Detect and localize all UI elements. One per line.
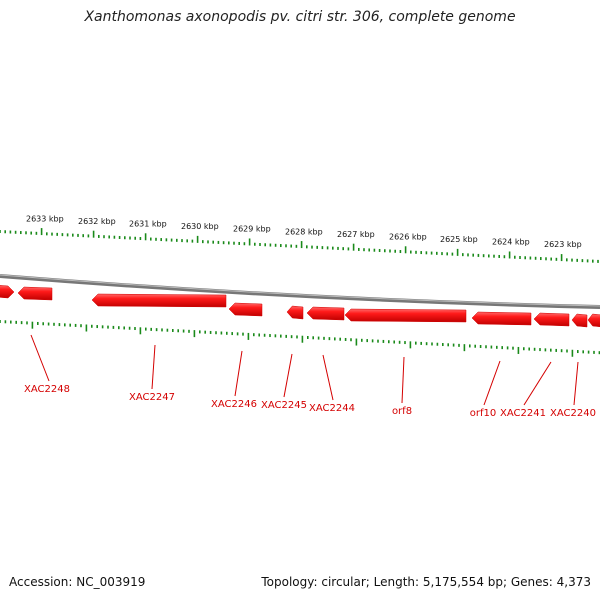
gene-leader-line <box>523 361 552 406</box>
accession-text: Accession: NC_003919 <box>9 575 146 589</box>
genome-summary-text: Topology: circular; Length: 5,175,554 bp… <box>261 575 591 589</box>
gene-label[interactable]: XAC2245 <box>261 400 307 411</box>
scale-label: 2633 kbp <box>26 214 64 223</box>
gene-leader-line <box>234 350 243 397</box>
gene-block[interactable] <box>571 313 588 328</box>
gene-block[interactable] <box>587 313 600 328</box>
scale-label: 2624 kbp <box>492 238 530 247</box>
gene-block[interactable] <box>344 308 467 323</box>
gene-block[interactable] <box>533 312 570 327</box>
scale-label: 2627 kbp <box>337 230 375 239</box>
gene-label[interactable]: XAC2240 <box>550 408 596 419</box>
gene-leader-line <box>401 356 405 404</box>
scale-label: 2631 kbp <box>129 219 167 228</box>
gene-leader-line <box>30 334 50 382</box>
gene-block[interactable] <box>17 286 53 301</box>
scale-label: 2629 kbp <box>233 225 271 234</box>
scale-labels: 2633 kbp 2632 kbp 2631 kbp 2630 kbp 2629 kbp… <box>26 214 582 249</box>
inner-scale-ticks <box>0 320 600 357</box>
scale-label: 2626 kbp <box>389 232 427 241</box>
gene-leader-line <box>151 344 156 390</box>
gene-block[interactable] <box>228 302 263 317</box>
genome-title: Xanthomonas axonopodis pv. citri str. 30… <box>84 9 516 25</box>
outer-scale-ticks <box>0 228 599 263</box>
scale-label: 2630 kbp <box>181 222 219 231</box>
gene-track <box>0 285 600 328</box>
genome-backbone <box>0 274 600 309</box>
gene-block[interactable] <box>286 305 304 320</box>
gene-block[interactable] <box>471 311 532 326</box>
gene-labels: XAC2248 XAC2247 XAC2246 XAC2245 XAC2244 orf8 o… <box>24 334 596 419</box>
gene-block[interactable] <box>0 285 15 299</box>
gene-label[interactable]: XAC2246 <box>211 399 257 410</box>
scale-label: 2623 kbp <box>544 240 582 249</box>
gene-block[interactable] <box>306 306 345 321</box>
gene-leader-line <box>322 354 334 401</box>
scale-label: 2632 kbp <box>78 217 116 226</box>
gene-leader-line <box>283 353 293 398</box>
gene-leader-line <box>573 361 579 406</box>
scale-label: 2625 kbp <box>440 235 478 244</box>
gene-label[interactable]: XAC2247 <box>129 392 175 403</box>
gene-label[interactable]: orf10 <box>470 408 496 419</box>
gene-block[interactable] <box>91 293 227 308</box>
scale-label: 2628 kbp <box>285 227 323 236</box>
gene-leader-line <box>483 360 501 406</box>
gene-label[interactable]: XAC2244 <box>309 403 355 414</box>
gene-label[interactable]: XAC2248 <box>24 384 70 395</box>
gene-label[interactable]: orf8 <box>392 406 412 417</box>
gene-label[interactable]: XAC2241 <box>500 408 546 419</box>
